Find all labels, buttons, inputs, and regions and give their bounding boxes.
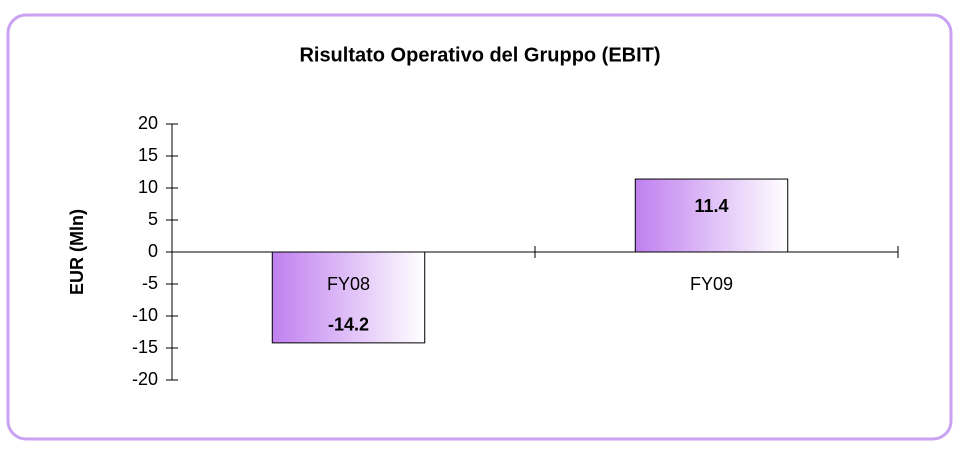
y-axis-label: EUR (Mln) (67, 209, 87, 295)
y-tick-label: 5 (148, 209, 158, 229)
y-tick-label: -20 (132, 369, 158, 389)
y-tick-label: -5 (142, 273, 158, 293)
bar (271, 251, 426, 344)
chart-title: Risultato Operativo del Gruppo (EBIT) (299, 44, 660, 66)
chart-frame (6, 13, 953, 441)
y-tick-label: -10 (132, 305, 158, 325)
data-label: -14.2 (328, 315, 369, 335)
x-tick-label: FY09 (690, 274, 733, 294)
x-tick-label: FY08 (327, 274, 370, 294)
bar (634, 178, 789, 253)
y-tick-label: 15 (138, 145, 158, 165)
y-tick-label: 10 (138, 177, 158, 197)
y-tick-label: 20 (138, 113, 158, 133)
y-tick-label: -15 (132, 337, 158, 357)
y-tick-label: 0 (148, 241, 158, 261)
data-label: 11.4 (694, 196, 728, 216)
